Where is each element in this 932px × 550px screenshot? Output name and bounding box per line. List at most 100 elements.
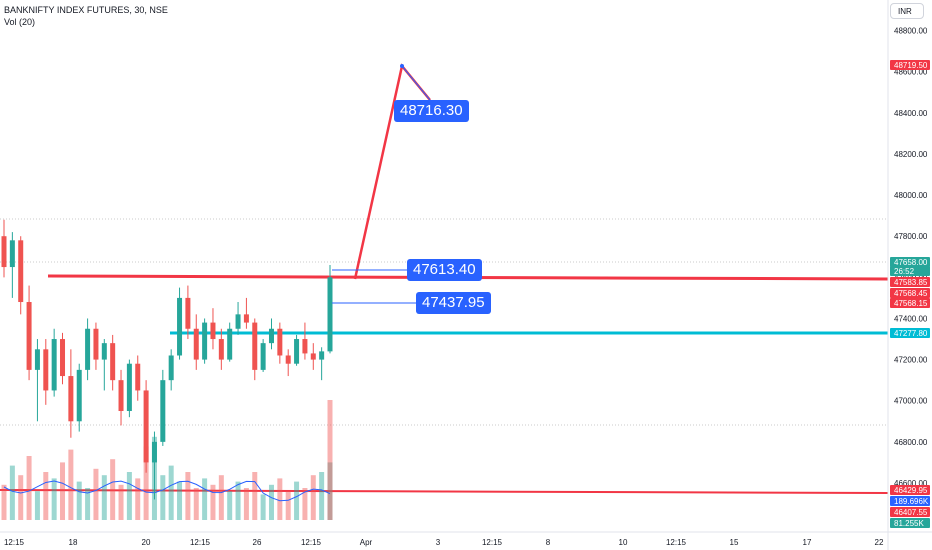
candle-body bbox=[151, 441, 157, 463]
price-badge bbox=[890, 328, 930, 338]
price-tick-label: 46600.00 bbox=[894, 479, 928, 488]
volume-bar bbox=[327, 400, 333, 520]
candle-body bbox=[93, 328, 99, 360]
time-tick-label: 12:15 bbox=[482, 538, 503, 547]
volume-bar bbox=[252, 472, 258, 520]
price-tick-label: 48200.00 bbox=[894, 150, 928, 159]
price-badge-label: 81.255K bbox=[894, 519, 924, 528]
time-tick-label: 15 bbox=[730, 538, 739, 547]
entry-high-callout[interactable]: 47613.40 bbox=[407, 259, 482, 281]
candle-body bbox=[268, 328, 274, 344]
chart-title: BANKNIFTY INDEX FUTURES, 30, NSE bbox=[4, 5, 168, 15]
price-badge-label: 47658.00 bbox=[894, 258, 928, 267]
volume-bar bbox=[9, 465, 15, 520]
candle-body bbox=[160, 380, 166, 442]
volume-bar bbox=[26, 456, 32, 520]
price-tick-label: 48600.00 bbox=[894, 68, 928, 77]
projection-connector bbox=[401, 65, 431, 101]
time-tick-label: 8 bbox=[546, 538, 551, 547]
time-axis: 12:15 18 20 12:15 26 12:15 Apr 3 12:15 8 10 12:15 15… bbox=[0, 531, 932, 547]
time-tick-label: 18 bbox=[69, 538, 78, 547]
volume-bar bbox=[143, 446, 149, 520]
candle-body bbox=[168, 355, 174, 381]
candle-body bbox=[68, 376, 74, 422]
volume-bar bbox=[1, 484, 7, 520]
lower-level-line bbox=[0, 489, 889, 494]
currency-button[interactable]: INR bbox=[890, 3, 924, 19]
price-badge-label: 48719.50 bbox=[894, 61, 928, 70]
volume-bar bbox=[34, 491, 40, 520]
price-badge bbox=[890, 485, 930, 495]
projection-point bbox=[400, 64, 404, 68]
price-badge bbox=[890, 277, 930, 287]
entry-low-callout[interactable]: 47437.95 bbox=[416, 292, 491, 314]
volume-bar bbox=[327, 462, 333, 520]
price-badge-label: 46407.55 bbox=[894, 508, 928, 517]
volume-bar bbox=[210, 484, 216, 520]
candle-body bbox=[18, 240, 24, 303]
volume-bar bbox=[260, 494, 266, 520]
volume-bar bbox=[18, 475, 24, 520]
candle-body bbox=[110, 343, 116, 381]
price-badge bbox=[890, 266, 930, 276]
candle-body bbox=[260, 343, 266, 370]
candle-body bbox=[118, 380, 124, 412]
time-tick-label: 10 bbox=[619, 538, 628, 547]
time-tick-label: 3 bbox=[436, 538, 441, 547]
candle-body bbox=[34, 349, 40, 370]
price-badge-label: 47568.15 bbox=[894, 299, 928, 308]
price-badge bbox=[890, 298, 930, 308]
volume-bar bbox=[227, 491, 233, 520]
price-badge-label: 189.696K bbox=[894, 497, 929, 506]
volume-bar bbox=[93, 468, 99, 520]
projection-line bbox=[353, 63, 431, 280]
price-badge-label: 26:52 bbox=[894, 267, 915, 276]
volume-bar bbox=[76, 481, 82, 520]
volume-bar bbox=[235, 481, 241, 520]
volume-bar bbox=[43, 472, 49, 520]
candle-body bbox=[51, 339, 57, 391]
candle-body bbox=[126, 363, 132, 412]
price-tick-label: 47400.00 bbox=[894, 314, 928, 323]
candle-body bbox=[9, 240, 15, 268]
volume-bar bbox=[193, 488, 199, 520]
drawings bbox=[332, 63, 431, 304]
time-tick-label: 12:15 bbox=[666, 538, 687, 547]
candle-body bbox=[143, 390, 149, 463]
volume-bar bbox=[160, 475, 166, 520]
price-badge bbox=[890, 496, 930, 506]
time-tick-label: Apr bbox=[360, 538, 373, 547]
time-tick-label: 22 bbox=[875, 538, 884, 547]
price-tick-label: 46800.00 bbox=[894, 438, 928, 447]
price-badge bbox=[890, 518, 930, 528]
price-tick-label: 47200.00 bbox=[894, 356, 928, 365]
candle-body bbox=[319, 351, 325, 360]
candle-body bbox=[252, 322, 258, 370]
candle-body bbox=[243, 314, 249, 323]
time-tick-label: 17 bbox=[803, 538, 812, 547]
candle-body bbox=[218, 339, 224, 360]
price-tick-label: 47800.00 bbox=[894, 232, 928, 241]
candle-body bbox=[60, 339, 66, 377]
time-tick-label: 12:15 bbox=[190, 538, 211, 547]
price-badge-label: 47568.45 bbox=[894, 289, 928, 298]
volume-indicator-label[interactable]: Vol (20) bbox=[4, 17, 36, 27]
candle-body bbox=[202, 322, 208, 360]
price-badge bbox=[890, 257, 930, 267]
candle-body bbox=[227, 328, 233, 360]
price-badge-label: 47277.80 bbox=[894, 329, 928, 338]
price-badge bbox=[890, 288, 930, 298]
candle-body bbox=[177, 297, 183, 356]
time-tick-label: 12:15 bbox=[4, 538, 25, 547]
candle-body bbox=[302, 339, 308, 354]
volume-bar bbox=[185, 472, 191, 520]
volume-bar bbox=[51, 478, 57, 520]
candle-body bbox=[193, 328, 199, 360]
volume-bar bbox=[110, 459, 116, 520]
candle-body bbox=[327, 277, 333, 352]
volume-bar bbox=[310, 475, 316, 520]
volume-bar bbox=[135, 478, 141, 520]
target-price-callout[interactable]: 48716.30 bbox=[394, 100, 469, 122]
candle-body bbox=[294, 339, 300, 364]
